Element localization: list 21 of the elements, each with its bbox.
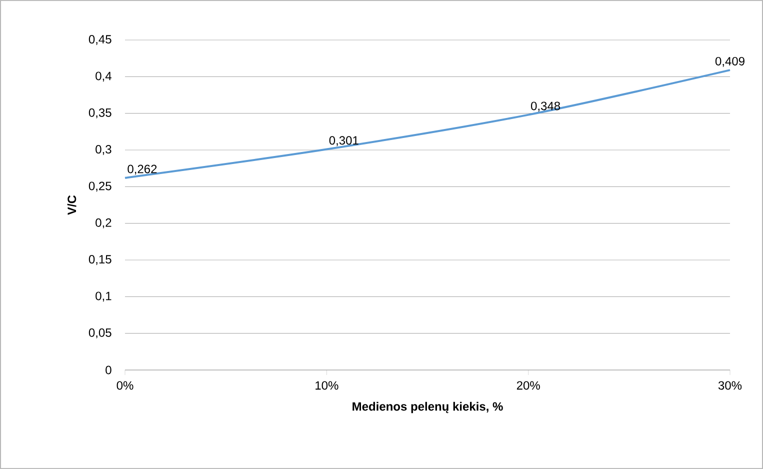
x-tick-label: 20% [516,381,540,390]
line-series [124,69,732,179]
x-tick-label: 0% [116,381,134,390]
y-tick-label: 0,25 [88,182,112,192]
y-tick-label: 0,4 [96,72,112,82]
y-tick-label: 0,3 [96,145,112,155]
data-label: 0,262 [128,164,157,175]
y-tick-label: 0 [106,366,112,374]
x-tick-label: 10% [316,381,338,390]
y-axis-title: V/C [67,195,76,215]
y-tick-label: 0,35 [88,108,112,118]
y-tick-label: 0,45 [88,35,112,45]
y-tick-label: 0,05 [88,328,112,338]
data-label: 0,301 [329,136,358,146]
y-tick-label: 0,2 [96,218,112,228]
y-tick-label: 0,15 [88,255,112,265]
data-label: 0,348 [531,102,560,112]
x-axis-title: Medienos pelenų kiekis, % [352,402,503,414]
data-label: 0,409 [715,56,744,67]
y-tick-label: 0,1 [96,292,112,302]
x-tick-label: 30% [718,381,742,390]
